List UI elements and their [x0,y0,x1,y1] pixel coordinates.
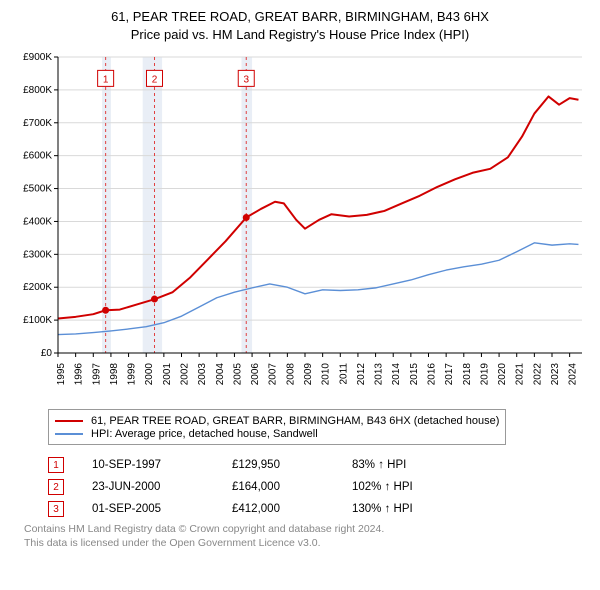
title-line2: Price paid vs. HM Land Registry's House … [12,26,588,44]
svg-text:1997: 1997 [91,363,102,386]
title-block: 61, PEAR TREE ROAD, GREAT BARR, BIRMINGH… [12,8,588,43]
svg-text:£200K: £200K [23,282,52,293]
svg-text:2010: 2010 [321,363,332,386]
svg-text:2013: 2013 [374,363,385,386]
sale-pct: 130% ↑ HPI [352,503,472,515]
svg-text:2012: 2012 [356,363,367,386]
svg-text:3: 3 [243,74,249,85]
legend-label: 61, PEAR TREE ROAD, GREAT BARR, BIRMINGH… [91,415,499,427]
footer-line1: Contains HM Land Registry data © Crown c… [24,523,588,537]
svg-text:2019: 2019 [479,363,490,386]
svg-text:2: 2 [152,74,158,85]
svg-text:1995: 1995 [56,363,67,386]
sale-price: £129,950 [232,459,352,471]
svg-text:2009: 2009 [303,363,314,386]
chart-container: 61, PEAR TREE ROAD, GREAT BARR, BIRMINGH… [0,0,600,556]
sales-table: 1 10-SEP-1997£129,95083% ↑ HPI 2 23-JUN-200… [48,457,588,517]
svg-text:2001: 2001 [162,363,173,386]
title-line1: 61, PEAR TREE ROAD, GREAT BARR, BIRMINGH… [12,8,588,26]
svg-text:1: 1 [103,74,109,85]
footer-note: Contains HM Land Registry data © Crown c… [24,523,588,550]
svg-text:2002: 2002 [180,363,191,386]
sale-date: 23-JUN-2000 [92,481,232,493]
chart-area: £0 £100K £200K £300K £400K £500K £600K £700K £80… [12,49,588,399]
sale-row: 2 23-JUN-2000£164,000102% ↑ HPI [48,479,588,495]
svg-text:2006: 2006 [250,363,261,386]
legend-item: HPI: Average price, detached house, Sand… [55,428,499,440]
svg-text:£800K: £800K [23,85,52,96]
sale-pct: 83% ↑ HPI [352,459,472,471]
svg-text:1996: 1996 [74,363,85,386]
svg-text:2014: 2014 [391,363,402,386]
svg-text:2017: 2017 [444,363,455,386]
svg-text:2018: 2018 [462,363,473,386]
svg-text:2016: 2016 [427,363,438,386]
sale-marker: 2 [48,479,64,495]
sale-date: 10-SEP-1997 [92,459,232,471]
svg-text:£900K: £900K [23,52,52,63]
svg-text:2022: 2022 [532,363,543,386]
svg-text:£100K: £100K [23,315,52,326]
legend-box: 61, PEAR TREE ROAD, GREAT BARR, BIRMINGH… [48,409,506,445]
svg-text:2015: 2015 [409,363,420,386]
svg-text:1999: 1999 [127,363,138,386]
svg-text:2024: 2024 [568,363,579,386]
legend-label: HPI: Average price, detached house, Sand… [91,428,318,440]
svg-text:£500K: £500K [23,184,52,195]
sale-pct: 102% ↑ HPI [352,481,472,493]
svg-text:2007: 2007 [268,363,279,386]
sale-row: 1 10-SEP-1997£129,95083% ↑ HPI [48,457,588,473]
sale-row: 3 01-SEP-2005£412,000130% ↑ HPI [48,501,588,517]
legend-item: 61, PEAR TREE ROAD, GREAT BARR, BIRMINGH… [55,415,499,427]
sale-marker: 3 [48,501,64,517]
svg-text:2000: 2000 [144,363,155,386]
svg-text:£700K: £700K [23,118,52,129]
svg-text:£300K: £300K [23,249,52,260]
svg-text:2021: 2021 [515,363,526,386]
svg-text:1998: 1998 [109,363,120,386]
sale-price: £164,000 [232,481,352,493]
sale-price: £412,000 [232,503,352,515]
sale-date: 01-SEP-2005 [92,503,232,515]
svg-text:£400K: £400K [23,217,52,228]
svg-text:2005: 2005 [232,363,243,386]
svg-text:2003: 2003 [197,363,208,386]
sale-marker: 1 [48,457,64,473]
svg-text:2008: 2008 [285,363,296,386]
chart-svg: £0 £100K £200K £300K £400K £500K £600K £700K £80… [12,49,588,399]
svg-text:£0: £0 [41,348,53,359]
legend-swatch [55,433,83,435]
svg-text:2011: 2011 [338,363,349,385]
svg-text:2023: 2023 [550,363,561,386]
svg-text:£600K: £600K [23,151,52,162]
footer-line2: This data is licensed under the Open Gov… [24,537,588,551]
legend-swatch [55,420,83,422]
svg-text:2020: 2020 [497,363,508,386]
svg-text:2004: 2004 [215,363,226,386]
